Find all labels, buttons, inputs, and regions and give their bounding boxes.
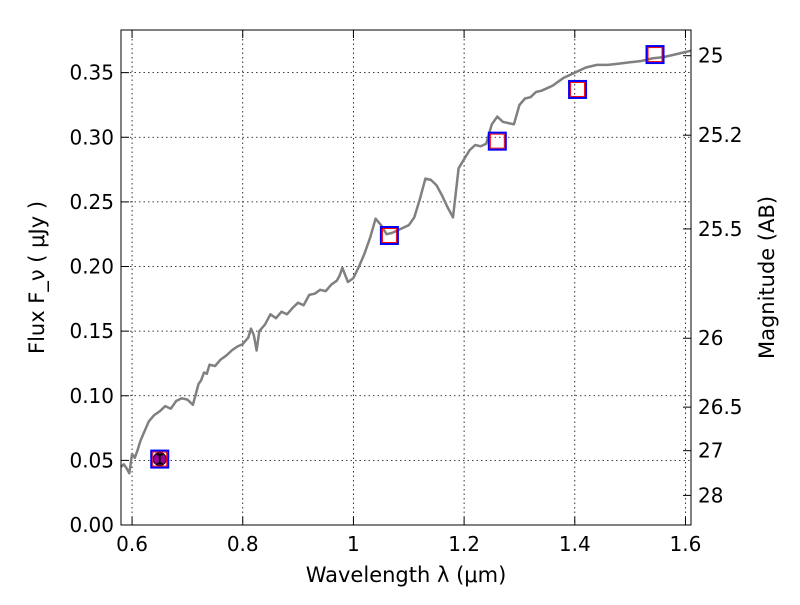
y-axis-right-title: Magnitude (AB) (755, 196, 779, 359)
photometry-point-H (568, 79, 588, 99)
observed-flux-square (645, 45, 665, 65)
grid (121, 30, 691, 526)
photometry-point-J (487, 131, 507, 151)
observed-flux-square (379, 225, 399, 245)
y-tick-label: 0.05 (69, 448, 114, 472)
magnitude-tick-label: 27 (698, 439, 723, 463)
model-flux-square (647, 47, 663, 63)
photometry-point-K (645, 45, 665, 65)
y-tick-label: 0.10 (69, 384, 114, 408)
magnitude-tick-label: 25.5 (698, 217, 743, 241)
y-tick-label: 0.25 (69, 190, 114, 214)
observed-flux-square (568, 79, 588, 99)
magnitude-tick-label: 26.5 (698, 395, 743, 419)
observed-flux-square (150, 449, 170, 469)
magnitude-tick-label: 26 (698, 326, 723, 350)
y-tick-label: 0.00 (69, 513, 114, 537)
model-flux-square (570, 81, 586, 97)
magnitude-tick-label: 25 (698, 44, 723, 68)
photometry-points (150, 45, 665, 469)
model-flux-square (381, 227, 397, 243)
photometry-point-Y (379, 225, 399, 245)
plot-frame (120, 29, 692, 526)
y-tick-label: 0.20 (69, 255, 114, 279)
magnitude-tick-label: 28 (698, 483, 723, 507)
observed-flux-square (487, 131, 507, 151)
model-flux-square (489, 133, 505, 149)
model-flux-square (152, 451, 168, 467)
y-tick-label: 0.30 (69, 125, 114, 149)
x-axis-title: Wavelength λ (μm) (306, 563, 507, 587)
x-tick-label: 1.6 (670, 532, 702, 556)
y-tick-label: 0.35 (69, 61, 114, 85)
photometry-point-I (150, 449, 170, 469)
y-axis-title: Flux F_ν ( μJy ) (25, 201, 50, 354)
x-tick-label: 1.2 (448, 532, 480, 556)
axis-ticks (121, 30, 691, 526)
x-tick-label: 1.4 (559, 532, 591, 556)
series-layer (120, 49, 692, 475)
x-tick-label: 0.8 (227, 532, 259, 556)
y-tick-label: 0.15 (69, 319, 114, 343)
axis-labels: 0.6 0.8 1 1.2 1.4 1.6 0.00 0.05 0.10 0.15 0.20 0.25… (69, 44, 742, 556)
x-tick-label: 0.6 (116, 532, 148, 556)
sed-model-line (120, 49, 692, 475)
x-tick-label: 1 (347, 532, 360, 556)
magnitude-tick-label: 25.2 (698, 123, 743, 147)
